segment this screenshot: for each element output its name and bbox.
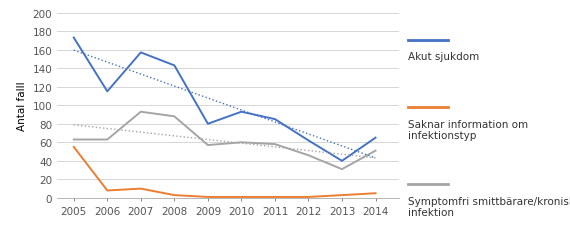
Text: Symptomfri smittbärare/kronisk
infektion: Symptomfri smittbärare/kronisk infektion bbox=[408, 196, 570, 217]
Text: Akut sjukdom: Akut sjukdom bbox=[408, 52, 479, 62]
Y-axis label: Antal falll: Antal falll bbox=[17, 81, 27, 130]
Text: Saknar information om
infektionstyp: Saknar information om infektionstyp bbox=[408, 119, 528, 141]
